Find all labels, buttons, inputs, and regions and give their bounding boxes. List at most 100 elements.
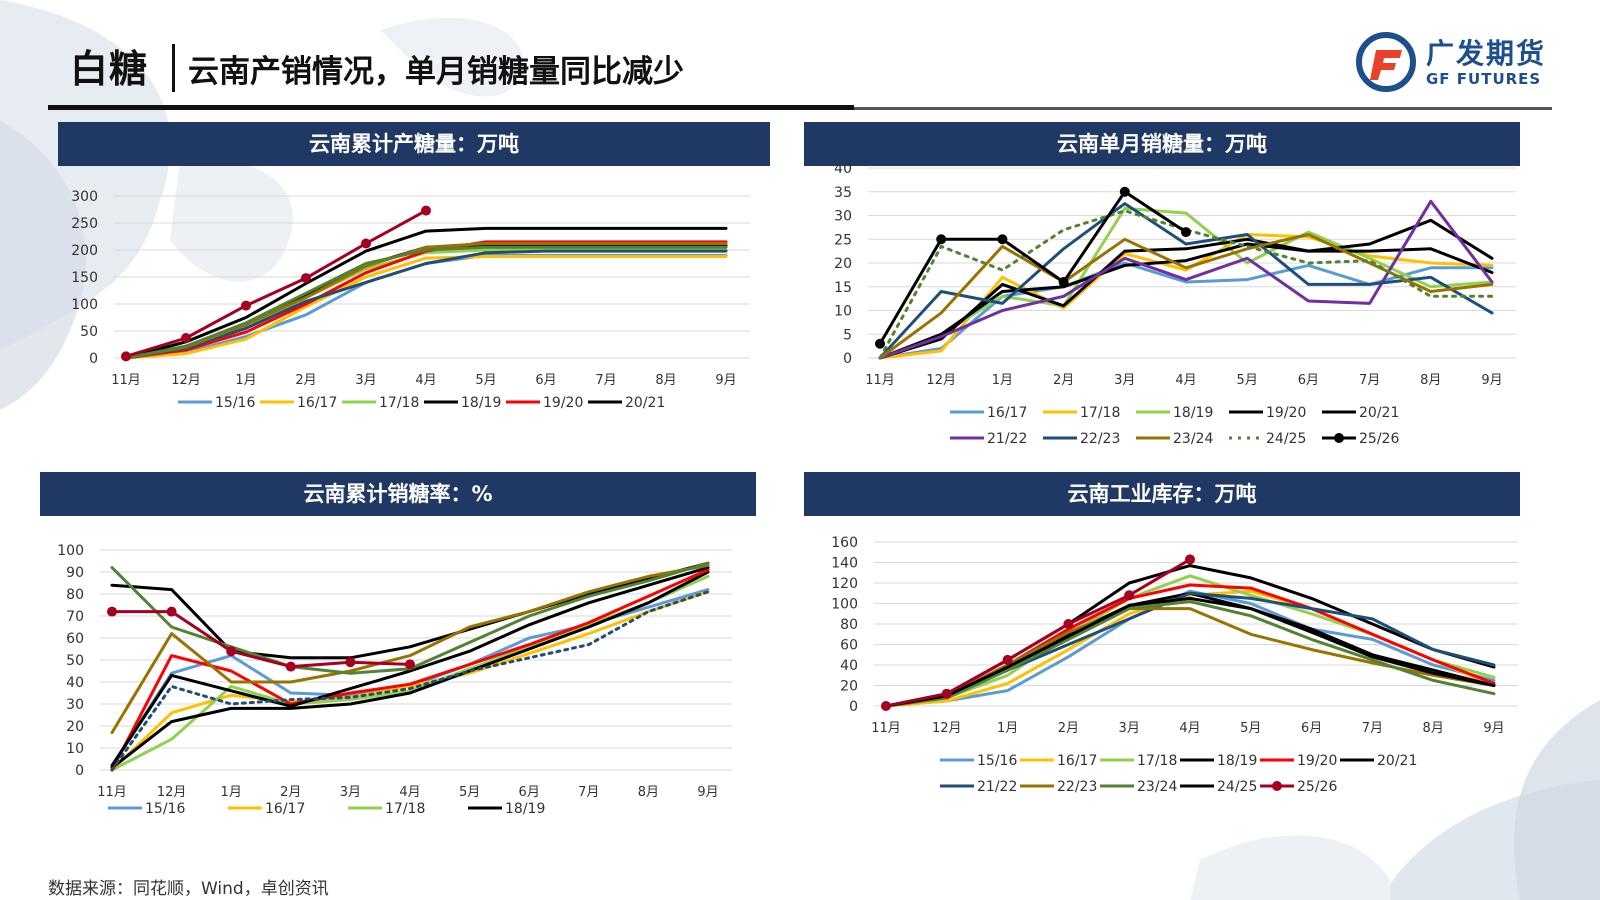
x-tick-label: 5月 [459,785,480,800]
x-tick-label: 8月 [655,373,676,388]
x-tick-label: 3月 [1114,373,1135,388]
legend-label: 17/18 [379,395,419,411]
panel-title-monthly-sales: 云南单月销糖量：万吨 [804,122,1520,166]
series-line-17-18 [110,574,710,772]
slide-header: 白糖 云南产销情况，单月销糖量同比减少 广发期货 GF FUTURES [0,0,1600,110]
title-separator [172,44,175,92]
y-tick-label: 10 [66,741,84,757]
x-tick-label: 3月 [355,373,376,388]
x-tick-label: 2月 [1058,721,1079,736]
y-tick-label: 20 [834,256,852,272]
series-line-unlabeled-7 [110,563,710,735]
series-line-18-19 [110,570,710,770]
x-tick-label: 2月 [280,785,301,800]
x-tick-label: 5月 [475,373,496,388]
legend-label: 20/21 [1377,753,1417,769]
y-tick-label: 0 [849,699,858,715]
slide-title: 白糖 [70,47,149,91]
y-tick-label: 35 [834,185,852,201]
data-point [405,659,415,670]
header-rule-dark [48,105,854,110]
data-point [107,606,117,617]
y-tick-label: 40 [66,675,84,691]
x-tick-label: 11月 [97,785,127,800]
chart-sales-rate: 0 10 20 30 40 50 60 70 80 90 100 11月 12月 1月 2月 3月 4月 5月 6月… [57,543,732,817]
series-line-24-25 [878,209,1494,360]
legend-label: 17/18 [1137,753,1177,769]
x-tick-label: 4月 [1175,373,1196,388]
legend-label: 18/19 [505,801,545,817]
y-tick-label: 200 [71,243,98,259]
y-tick-label: 25 [834,232,852,248]
y-tick-label: 50 [80,324,98,340]
legend-label: 18/19 [461,395,501,411]
y-tick-label: 100 [71,297,98,313]
series-line-15-16 [884,589,1496,708]
x-tick-label: 12月 [932,721,962,736]
x-tick-label: 9月 [697,785,718,800]
legend-marker [1272,781,1282,791]
data-point [881,701,891,711]
x-tick-label: 9月 [1481,373,1502,388]
y-tick-label: 40 [840,658,858,674]
x-tick-label: 1月 [235,373,256,388]
legend-label: 21/22 [977,779,1017,795]
x-tick-label: 12月 [171,373,201,388]
y-tick-label: 10 [834,304,852,320]
data-point [1063,619,1074,629]
legend-label: 18/19 [1217,753,1257,769]
legend-label: 15/16 [977,753,1017,769]
legend-label: 17/18 [1080,405,1120,421]
series-line-unlabeled-9 [124,209,428,358]
y-tick-label: 70 [66,609,84,625]
x-tick-label: 1月 [221,785,242,800]
series-line-16-17 [878,261,1494,360]
series-line-20-21 [878,218,1494,360]
x-tick-label: 12月 [157,785,187,800]
chart-inventory: 0 20 40 60 80 100 120 140 160 11月 12月 1月 2月 3月 4月 5月 6月 7… [831,535,1518,795]
legend-label: 23/24 [1137,779,1177,795]
x-tick-label: 12月 [926,373,956,388]
x-tick-label: 2月 [295,373,316,388]
series-line-unlabeled-6 [110,566,710,768]
x-tick-label: 7月 [578,785,599,800]
series-line-21-22 [878,199,1494,360]
legend-label: 24/25 [1266,431,1306,447]
y-tick-label: 50 [66,653,84,669]
legend-label: 22/23 [1080,431,1120,447]
legend-label: 16/17 [987,405,1027,421]
series-line-19-20 [878,237,1494,360]
x-tick-label: 7月 [1359,373,1380,388]
series-line-24-25 [884,596,1496,708]
chart-monthly-sales: 0 5 10 15 20 25 30 35 40 11月 12月 1月 2月 3月 4月 5月 6月 7月 8月 9月… [834,161,1516,447]
data-point [285,661,296,672]
data-point [997,234,1008,245]
series-line-23-24 [884,600,1496,708]
series-line-16-17 [124,255,728,360]
data-point [361,238,371,249]
data-point [226,646,237,657]
gf-logo-icon [1356,32,1416,92]
series-line-25-26 [878,190,1188,346]
panel-title-inventory: 云南工业库存：万吨 [804,472,1520,516]
y-tick-label: 300 [71,189,98,205]
legend-label: 19/20 [1297,753,1337,769]
data-point [936,234,947,245]
legend-label: 19/20 [543,395,583,411]
y-tick-label: 100 [57,543,84,559]
x-tick-label: 3月 [340,785,361,800]
x-tick-label: 8月 [638,785,659,800]
y-tick-label: 15 [834,280,852,296]
x-tick-label: 6月 [519,785,540,800]
y-tick-label: 20 [66,719,84,735]
series-line-unlabeled-8 [124,245,728,360]
x-tick-label: 4月 [1179,721,1200,736]
data-point [181,333,191,344]
x-tick-label: 11月 [111,373,141,388]
legend-label: 21/22 [987,431,1027,447]
x-tick-label: 11月 [865,373,895,388]
data-point [345,657,356,668]
series-line-unlabeled-5 [110,561,710,660]
header-rule-light [854,107,1552,110]
